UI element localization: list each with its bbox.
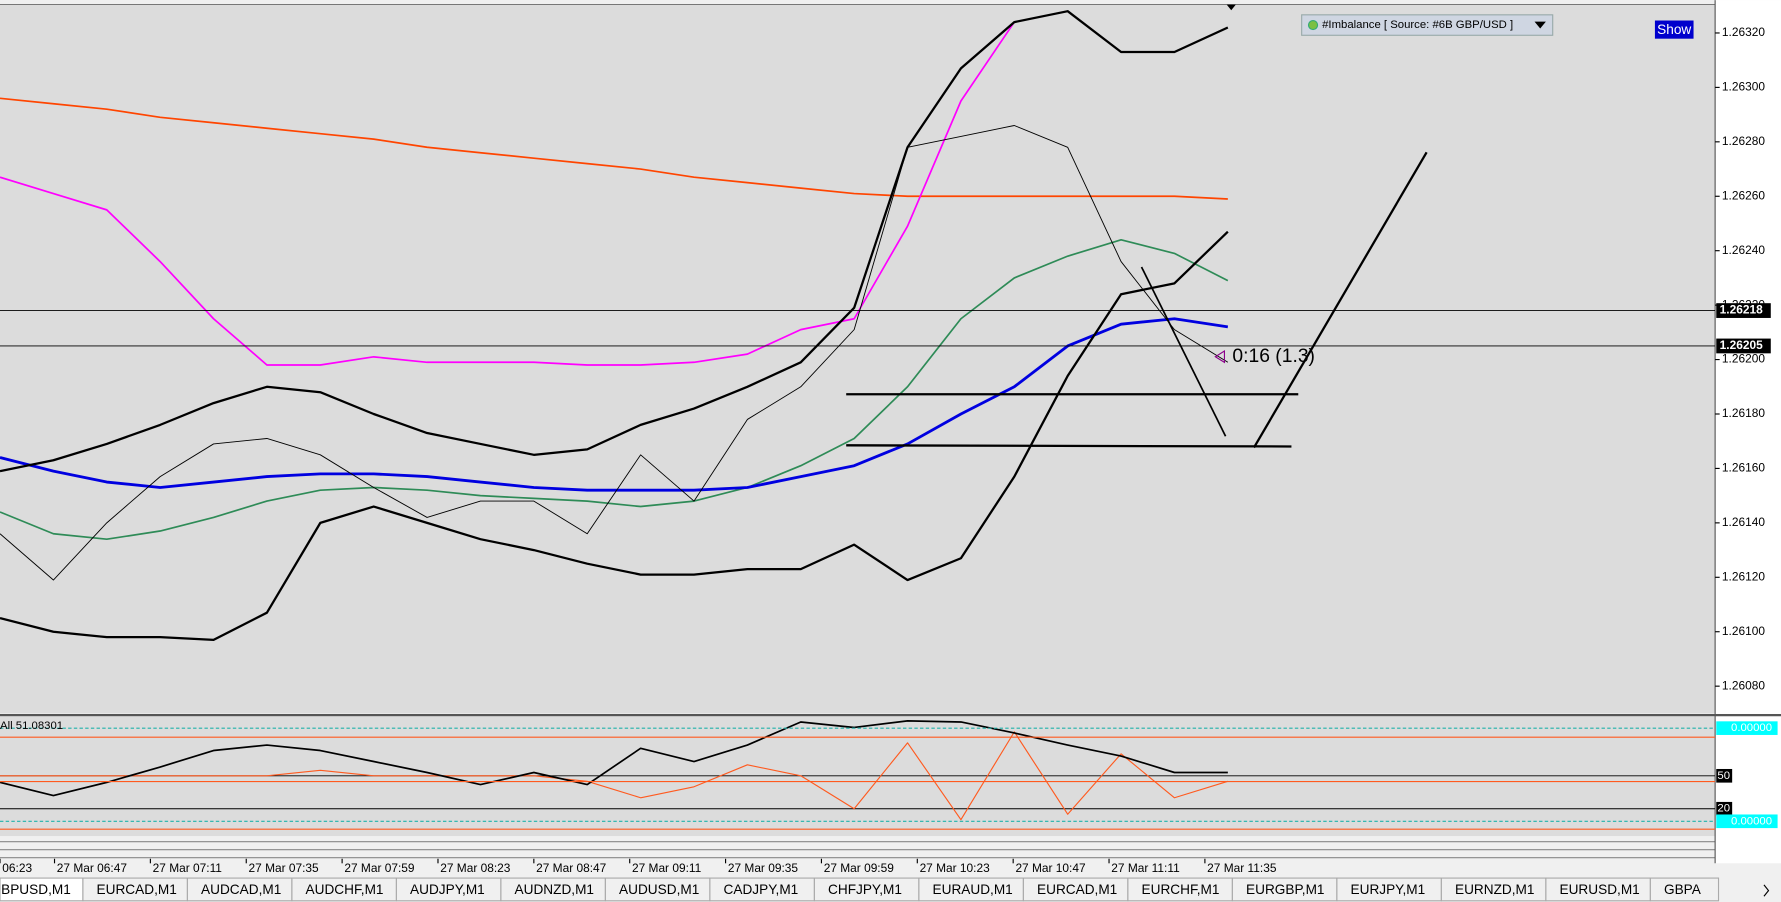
x-tick-label: 27 Mar 07:35 (249, 861, 320, 875)
tab-label: CHFJPY,M1 (828, 882, 902, 897)
level-label-box (1716, 768, 1733, 783)
marker (1214, 350, 1226, 364)
level-label: 50 (1717, 770, 1730, 782)
series-line (0, 720, 1228, 797)
series-line (0, 21, 1016, 366)
tab-label: AUDCHF,M1 (306, 882, 384, 897)
annotation: 0:16 (1.3) (1232, 346, 1315, 367)
x-tick-label: 27 Mar 09:59 (824, 861, 895, 875)
tab-label: BPUSD,M1 (1, 882, 71, 897)
x-tick-label: 27 Mar 08:23 (440, 861, 511, 875)
x-tick-label: 27 Mar 10:47 (1015, 861, 1086, 875)
x-tick-label: 06:23 (2, 861, 32, 875)
x-tick-label: 27 Mar 07:59 (344, 861, 415, 875)
overlay: 0:16 (1.3) #Imbalance [ Source: #6B GBP/… (0, 4, 1694, 732)
tab-label: AUDUSD,M1 (619, 882, 699, 897)
tab-label: EURNZD,M1 (1455, 882, 1534, 897)
price-label: 1.26218 (1720, 303, 1763, 317)
level-label-box (1716, 801, 1733, 816)
x-tick-label: 27 Mar 09:11 (632, 861, 702, 875)
trend-line (846, 444, 1292, 448)
y-tick-label: 1.26100 (1722, 624, 1765, 638)
tab-label: EURAUD,M1 (933, 882, 1013, 897)
x-tick-label: 27 Mar 08:47 (536, 861, 607, 875)
tab-label: EURCAD,M1 (97, 882, 177, 897)
series-line (0, 230, 1229, 642)
indicator-label: #Imbalance [ Source: #6B GBP/USD ] (1322, 19, 1513, 31)
price-label-box (1716, 303, 1771, 318)
tab-label: EURUSD,M1 (1560, 882, 1640, 897)
marker (1226, 4, 1236, 11)
y-tick-label: 1.26240 (1722, 243, 1765, 257)
y-tick-label: 1.26180 (1722, 406, 1765, 420)
price-plot (0, 10, 1716, 642)
tab-label: EURJPY,M1 (1351, 882, 1426, 897)
tab-label: AUDJPY,M1 (410, 882, 485, 897)
x-tick-label: 27 Mar 09:35 (728, 861, 799, 875)
x-tick-label: 27 Mar 11:11 (1111, 861, 1180, 875)
level-label: 0.00000 (1731, 815, 1772, 827)
series-line (0, 238, 1229, 541)
series-line (0, 97, 1228, 200)
price-label: 1.26205 (1720, 338, 1763, 352)
price-panel (0, 5, 1716, 714)
tab-label: AUDCAD,M1 (201, 882, 281, 897)
oscillator-label: All 51.08301 (0, 720, 63, 732)
y-tick-label: 1.26160 (1722, 461, 1765, 475)
tab[interactable] (1649, 877, 1720, 902)
y-tick-label: 1.26320 (1722, 25, 1765, 39)
price-axis (1715, 0, 1781, 864)
x-tick-label: 27 Mar 11:35 (1207, 861, 1277, 875)
series-line (0, 10, 1229, 473)
tab-label: GBPA (1664, 882, 1702, 897)
y-tick-label: 1.26080 (1722, 678, 1765, 692)
y-tick-label: 1.26120 (1722, 569, 1765, 583)
tab-scroll[interactable] (1763, 884, 1770, 897)
y-tick-label: 1.26300 (1722, 80, 1765, 94)
tab-label: EURGBP,M1 (1246, 882, 1324, 897)
series-line (0, 125, 1229, 581)
trend-line (1140, 266, 1227, 437)
indicator-icon (1307, 19, 1319, 31)
oscillator-plot (0, 720, 1716, 830)
y-tick-label: 1.26140 (1722, 515, 1765, 529)
indicator-dropdown[interactable] (1301, 14, 1554, 36)
tab-label: CADJPY,M1 (724, 882, 799, 897)
tab-label: EURCHF,M1 (1142, 882, 1220, 897)
level-label: 0.00000 (1731, 722, 1772, 734)
tabs: BPUSD,M1 EURCAD,M1 AUDCAD,M1 AUDCHF,M1 AUDJP… (0, 877, 1770, 902)
y-tick-label: 1.26260 (1722, 188, 1765, 202)
trend-line (1252, 151, 1428, 449)
level-label-box (1716, 814, 1778, 829)
series-line (0, 731, 1229, 821)
tab-label: AUDNZD,M1 (515, 882, 594, 897)
show-button[interactable] (1654, 20, 1694, 39)
level-label-box (1716, 721, 1778, 735)
axes: 1.26080 1.26100 1.26120 1.26140 1.26160 1.261… (0, 25, 1778, 875)
dropdown-arrow (1534, 21, 1546, 29)
level-label: 20 (1717, 803, 1730, 815)
tab-label: EURCAD,M1 (1037, 882, 1117, 897)
series-line (0, 317, 1229, 492)
y-tick-label: 1.26200 (1722, 352, 1765, 366)
x-tick-label: 27 Mar 06:47 (57, 861, 128, 875)
oscillator-panel (0, 716, 1716, 837)
x-tick-label: 27 Mar 10:23 (920, 861, 991, 875)
show-button-label: Show (1657, 22, 1691, 37)
price-label-box (1716, 338, 1771, 354)
y-tick-label: 1.26280 (1722, 134, 1765, 148)
x-tick-label: 27 Mar 07:11 (153, 861, 223, 875)
